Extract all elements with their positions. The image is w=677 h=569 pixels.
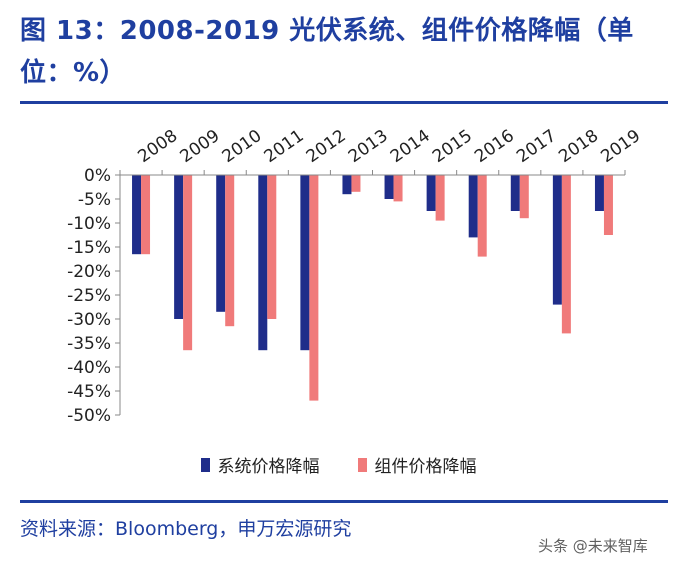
bar-module: [267, 175, 277, 319]
bar-module: [351, 175, 361, 192]
bar-system: [132, 175, 142, 255]
bar-system: [468, 175, 478, 238]
bar-system: [300, 175, 310, 351]
x-tick-label: 2019: [597, 126, 644, 167]
bar-system: [510, 175, 520, 211]
chart-title: 图 13：2008-2019 光伏系统、组件价格降幅（单位：%）: [20, 16, 634, 88]
bar-system: [174, 175, 184, 319]
x-tick-label: 2012: [303, 126, 350, 167]
legend-swatch-system: [200, 457, 210, 472]
x-tick-label: 2014: [387, 126, 434, 167]
legend-item-system: 系统价格降幅: [200, 452, 320, 477]
bar-module: [477, 175, 487, 257]
bar-module: [393, 175, 403, 202]
y-tick-label: -20%: [67, 262, 111, 282]
title-divider: [20, 101, 668, 104]
bar-module: [309, 175, 319, 401]
bar-system: [384, 175, 394, 199]
bar-module: [183, 175, 193, 351]
x-tick-label: 2009: [177, 126, 224, 167]
bar-system: [552, 175, 562, 305]
bar-chart: 0% -5% -10% -15% -20% -25% -30% -35% -40% -45% -50…: [67, 126, 644, 426]
x-tick-label: 2016: [471, 126, 518, 167]
footer-divider: [20, 500, 668, 503]
y-tick-label: -10%: [67, 214, 111, 234]
x-tick-label: 2008: [134, 126, 181, 167]
bar-module: [561, 175, 571, 334]
x-tick-label: 2018: [555, 126, 602, 167]
legend-label-module: 组件价格降幅: [374, 457, 477, 477]
chart-legend: 系统价格降幅 组件价格降幅: [0, 452, 677, 477]
y-tick-label: -50%: [67, 406, 111, 426]
bar-system: [342, 175, 352, 195]
bar-system: [426, 175, 436, 211]
legend-swatch-module: [357, 457, 367, 472]
bar-module: [519, 175, 529, 219]
y-tick-label: -45%: [67, 382, 111, 402]
bar-system: [258, 175, 268, 351]
y-tick-label: 0%: [84, 166, 111, 186]
bar-system: [216, 175, 226, 312]
y-tick-label: -25%: [67, 286, 111, 306]
bar-module: [141, 175, 151, 255]
bar-system: [594, 175, 604, 211]
x-tick-label: 2017: [513, 126, 560, 167]
y-tick-label: -5%: [78, 190, 111, 210]
y-tick-label: -15%: [67, 238, 111, 258]
x-tick-label: 2010: [219, 126, 266, 167]
x-tick-label: 2013: [345, 126, 392, 167]
bar-module: [603, 175, 613, 235]
y-tick-label: -35%: [67, 334, 111, 354]
legend-label-system: 系统价格降幅: [217, 457, 320, 477]
x-tick-label: 2011: [261, 126, 308, 167]
source-note: 资料来源：Bloomberg，申万宏源研究: [20, 518, 352, 540]
bar-module: [225, 175, 235, 327]
legend-item-module: 组件价格降幅: [357, 452, 477, 477]
y-tick-label: -40%: [67, 358, 111, 378]
watermark: 头条 @未来智库: [538, 537, 648, 555]
y-tick-label: -30%: [67, 310, 111, 330]
bar-module: [435, 175, 445, 221]
x-tick-label: 2015: [429, 126, 476, 167]
